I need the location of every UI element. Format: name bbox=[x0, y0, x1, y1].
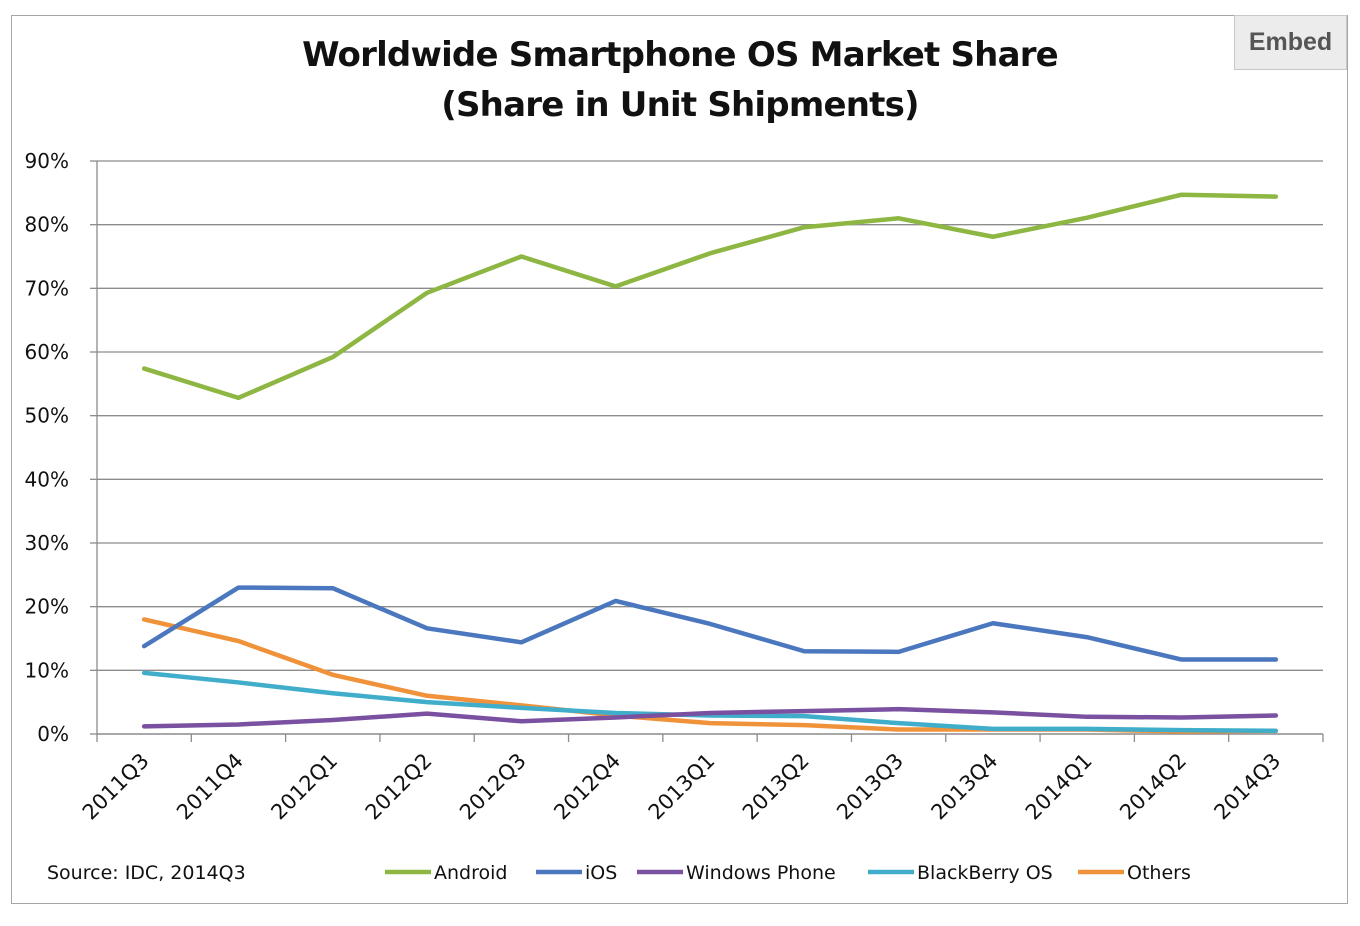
x-tick-label: 2012Q2 bbox=[361, 749, 437, 825]
series-line-ios bbox=[141, 585, 1279, 662]
chart-title: Worldwide Smartphone OS Market Share bbox=[302, 35, 1059, 75]
x-tick-label: 2014Q3 bbox=[1209, 749, 1285, 825]
x-tick-label: 2012Q4 bbox=[549, 749, 625, 825]
x-tick-label: 2013Q4 bbox=[927, 749, 1003, 825]
legend-label-android: Android bbox=[434, 862, 507, 884]
series-line-windows-phone bbox=[141, 706, 1279, 729]
y-tick-label: 80% bbox=[25, 213, 69, 237]
y-tick-label: 50% bbox=[25, 404, 69, 428]
x-tick-label: 2012Q3 bbox=[455, 749, 531, 825]
legend-label-others: Others bbox=[1127, 862, 1191, 884]
legend-label-blackberry-os: BlackBerry OS bbox=[917, 862, 1053, 884]
x-tick-label: 2013Q2 bbox=[738, 749, 814, 825]
y-tick-label: 0% bbox=[37, 722, 69, 746]
y-tick-label: 60% bbox=[25, 340, 69, 364]
chart-frame bbox=[11, 15, 1348, 904]
y-tick-label: 90% bbox=[25, 149, 69, 173]
y-tick-label: 40% bbox=[25, 467, 69, 491]
x-tick-label: 2011Q4 bbox=[172, 749, 248, 825]
x-tick-label: 2012Q1 bbox=[266, 749, 342, 825]
x-tick-label: 2014Q2 bbox=[1115, 749, 1191, 825]
series-line-android bbox=[141, 192, 1279, 401]
x-tick-label: 2014Q1 bbox=[1021, 749, 1097, 825]
y-tick-label: 30% bbox=[25, 531, 69, 555]
y-tick-label: 20% bbox=[25, 595, 69, 619]
embed-button[interactable]: Embed bbox=[1234, 15, 1347, 70]
x-tick-label: 2013Q1 bbox=[644, 749, 720, 825]
source-note: Source: IDC, 2014Q3 bbox=[47, 862, 246, 884]
legend-label-windows-phone: Windows Phone bbox=[686, 862, 836, 884]
legend-label-ios: iOS bbox=[585, 862, 617, 884]
series-line-blackberry-os bbox=[141, 670, 1279, 734]
chart-subtitle: (Share in Unit Shipments) bbox=[441, 85, 919, 125]
x-tick-label: 2013Q3 bbox=[832, 749, 908, 825]
chart-title-block: Worldwide Smartphone OS Market Share (Sh… bbox=[0, 30, 1360, 130]
y-tick-label: 70% bbox=[25, 276, 69, 300]
x-tick-label: 2011Q3 bbox=[78, 749, 154, 825]
y-tick-label: 10% bbox=[25, 658, 69, 682]
